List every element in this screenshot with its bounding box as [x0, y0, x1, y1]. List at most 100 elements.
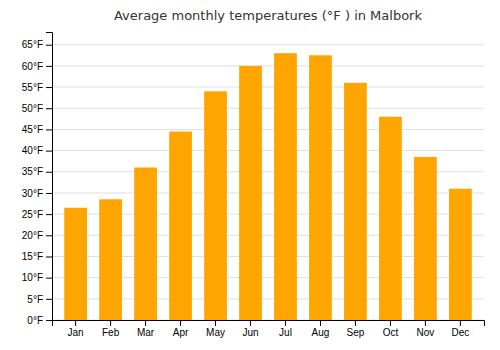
bar [344, 83, 367, 320]
tick-label: 40°F [22, 145, 43, 156]
tick-label: 35°F [22, 166, 43, 177]
tick: 50°F [22, 103, 52, 114]
tick-mark [46, 299, 52, 300]
tick-mark [215, 320, 216, 326]
tick: 25°F [22, 209, 52, 220]
grid-line [52, 108, 484, 109]
tick: Oct [383, 320, 399, 338]
tick-label: 45°F [22, 124, 43, 135]
x-axis: Jan Feb Mar Apr May Jun Jul Aug Sep Oct Nov Dec [53, 320, 485, 338]
tick-label: Aug [312, 327, 330, 338]
plot: 0°F 5°F 10°F 15°F 20°F 25°F 30°F 35°F 40°F 45°F 50… [22, 33, 485, 339]
tick: 45°F [22, 124, 52, 135]
bar [99, 199, 122, 320]
tick: Apr [173, 320, 189, 338]
tick-label: 60°F [22, 61, 43, 72]
tick: Aug [312, 320, 330, 338]
tick: 15°F [22, 251, 52, 262]
tick-mark [46, 87, 52, 88]
tick-mark [46, 45, 52, 46]
bar [204, 91, 227, 320]
grid [52, 45, 484, 320]
bar [309, 55, 332, 320]
tick: Jul [279, 320, 292, 338]
chart: 0°F 5°F 10°F 15°F 20°F 25°F 30°F 35°F 40°F 45°F 50… [0, 0, 500, 350]
tick-mark [46, 108, 52, 109]
bar [169, 132, 192, 320]
tick-label: Jun [242, 327, 258, 338]
grid-line [52, 65, 484, 66]
tick: Mar [137, 320, 155, 338]
tick-mark [285, 320, 286, 326]
tick-label: 65°F [22, 39, 43, 50]
tick: 35°F [22, 166, 52, 177]
tick: Dec [451, 320, 469, 338]
tick: 20°F [22, 230, 52, 241]
tick-mark [46, 66, 52, 67]
tick-mark [46, 235, 52, 236]
tick-mark [46, 214, 52, 215]
tick-label: Jul [279, 327, 292, 338]
tick-label: 15°F [22, 251, 43, 262]
bar [134, 168, 157, 320]
tick-mark [46, 278, 52, 279]
tick-label: Jan [68, 327, 84, 338]
tick-label: 20°F [22, 230, 43, 241]
title: Average monthly temperatures (°F ) in Ma… [114, 8, 422, 23]
axis-line [53, 321, 485, 327]
tick-mark [46, 320, 52, 321]
bar [274, 53, 297, 320]
tick-mark [460, 320, 461, 326]
tick: 0°F [27, 315, 52, 326]
tick: Sep [347, 320, 365, 338]
tick-label: 10°F [22, 272, 43, 283]
grid-line [52, 87, 484, 88]
tick-label: 25°F [22, 209, 43, 220]
tick-label: 55°F [22, 82, 43, 93]
grid-line [52, 150, 484, 151]
tick-label: Apr [173, 327, 189, 338]
tick: 55°F [22, 82, 52, 93]
tick: 60°F [22, 61, 52, 72]
tick: 5°F [27, 294, 52, 305]
bar [64, 208, 87, 320]
bar [449, 189, 472, 320]
tick: Jun [242, 320, 258, 338]
tick-label: May [206, 327, 225, 338]
tick-label: Mar [137, 327, 155, 338]
tick: Jan [68, 320, 84, 338]
tick-mark [46, 193, 52, 194]
tick-mark [145, 320, 146, 326]
tick-mark [250, 320, 251, 326]
tick: Feb [102, 320, 120, 338]
axis-line [46, 33, 53, 321]
y-axis: 0°F 5°F 10°F 15°F 20°F 25°F 30°F 35°F 40°F 45°F 50… [22, 33, 53, 326]
tick-label: 0°F [27, 315, 43, 326]
tick-label: Nov [417, 327, 435, 338]
tick-mark [390, 320, 391, 326]
tick-mark [320, 320, 321, 326]
bar [414, 157, 437, 320]
tick-label: Dec [451, 327, 469, 338]
tick-label: 5°F [27, 294, 43, 305]
tick: 65°F [22, 39, 52, 50]
tick-mark [110, 320, 111, 326]
bar [239, 66, 262, 320]
tick-mark [46, 129, 52, 130]
tick: Nov [417, 320, 435, 338]
tick-label: Oct [383, 327, 399, 338]
tick-mark [425, 320, 426, 326]
tick: 40°F [22, 145, 52, 156]
bars [64, 53, 472, 320]
tick: 10°F [22, 272, 52, 283]
bar [379, 117, 402, 320]
tick: 30°F [22, 188, 52, 199]
grid-line [52, 129, 484, 130]
tick-label: 50°F [22, 103, 43, 114]
tick-label: Feb [102, 327, 120, 338]
grid-line [52, 44, 484, 45]
tick-mark [75, 320, 76, 326]
tick: May [206, 320, 225, 338]
tick-mark [46, 256, 52, 257]
tick-mark [46, 172, 52, 173]
